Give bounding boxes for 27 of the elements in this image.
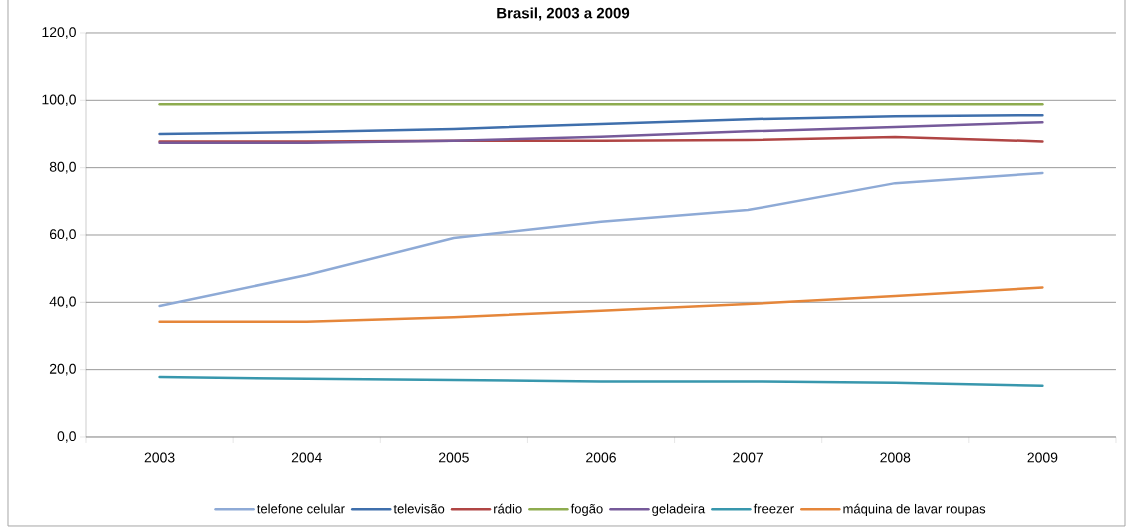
line-series	[158, 286, 1044, 324]
line-series	[158, 113, 1044, 136]
chart-title: Brasil, 2003 a 2009	[497, 7, 630, 21]
line-series	[158, 375, 1044, 388]
x-tick-label: 2004	[291, 452, 322, 463]
y-tick-label: 40,0	[49, 296, 76, 309]
x-tick-label: 2003	[144, 452, 175, 463]
line-series	[158, 171, 1044, 308]
y-tick-label: 100,0	[42, 94, 76, 107]
x-tick-label: 2005	[438, 452, 469, 463]
y-tick-label: 0,0	[57, 431, 76, 443]
legend-label: televisão	[393, 503, 445, 514]
legend-label: geladeira	[652, 503, 706, 516]
x-tick-label: 2007	[733, 452, 763, 463]
legend-label: rádio	[494, 503, 522, 514]
x-tick-label: 2009	[1027, 452, 1058, 463]
y-tick-label: 120,0	[42, 27, 76, 39]
y-tick-label: 20,0	[49, 363, 76, 376]
x-tick-label: 2008	[880, 452, 911, 463]
legend-label: freezer	[753, 503, 794, 514]
y-tick-label: 80,0	[49, 161, 76, 174]
legend-label: máquina de lavar roupas	[843, 503, 986, 517]
legend-label: fogão	[570, 503, 603, 516]
line-series	[158, 120, 1044, 144]
legend-label: telefone celular	[257, 503, 345, 514]
y-tick-label: 60,0	[49, 229, 76, 241]
x-tick-label: 2006	[586, 452, 616, 463]
